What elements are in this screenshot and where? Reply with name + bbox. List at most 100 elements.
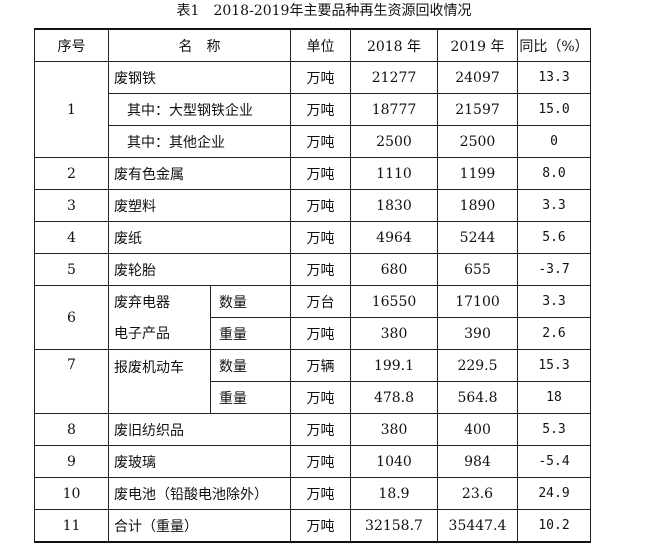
table-caption: 表1 2018-2019年主要品种再生资源回收情况	[176, 3, 472, 19]
row-name: 其中：其他企业	[108, 125, 291, 158]
table-row: 11 合计（重量） 万吨 32158.7 35447.4 10.2	[34, 509, 591, 543]
row-yoy: 18	[517, 381, 591, 414]
row-unit: 万吨	[290, 413, 351, 446]
row-yoy: 5.6	[517, 221, 591, 254]
row-yoy: 3.3	[517, 189, 591, 222]
row-no: 3	[34, 189, 109, 222]
row-subname: 重量	[210, 317, 291, 350]
row-yoy: 5.3	[517, 413, 591, 446]
row-yoy: 10.2	[517, 509, 591, 543]
header-no: 序号	[34, 28, 109, 62]
row-2019: 24097	[437, 61, 518, 94]
row-unit: 万吨	[290, 317, 351, 350]
table-row: 4 废纸 万吨 4964 5244 5.6	[34, 221, 591, 254]
row-2019: 655	[437, 253, 518, 286]
row-no: 7	[34, 349, 109, 414]
row-subname: 数量	[210, 349, 291, 382]
row-2018: 18777	[350, 93, 438, 126]
row-yoy: 2.6	[517, 317, 591, 350]
header-2018: 2018 年	[350, 28, 438, 62]
row-2019: 229.5	[437, 349, 518, 382]
row-2018: 1830	[350, 189, 438, 222]
row-name: 废电池（铅酸电池除外）	[108, 477, 291, 510]
row-no: 9	[34, 445, 109, 478]
row-no: 11	[34, 509, 109, 543]
row-2019: 35447.4	[437, 509, 518, 543]
row-2018: 1110	[350, 157, 438, 190]
row-no: 4	[34, 221, 109, 254]
row-unit: 万吨	[290, 253, 351, 286]
row-name: 合计（重量）	[108, 509, 291, 543]
table-row: 其中：其他企业 万吨 2500 2500 0	[35, 125, 591, 158]
table-row: 8 废旧纺织品 万吨 380 400 5.3	[34, 413, 591, 446]
table-row: 3 废塑料 万吨 1830 1890 3.3	[34, 189, 591, 222]
header-yoy: 同比（%）	[517, 28, 591, 62]
row-name: 其中：大型钢铁企业	[108, 93, 291, 126]
row-2018: 199.1	[350, 349, 438, 382]
row-unit: 万吨	[290, 189, 351, 222]
row-unit: 万吨	[290, 381, 351, 414]
row-2018: 18.9	[350, 477, 438, 510]
row-2019: 21597	[437, 93, 518, 126]
row-unit: 万吨	[290, 157, 351, 190]
row-no: 1	[34, 61, 109, 158]
row-yoy: 24.9	[517, 477, 591, 510]
table-row: 6 废弃电器 数量 万台 16550 17100 3.3	[34, 285, 591, 350]
row-2019: 17100	[437, 285, 518, 318]
row-yoy: -5.4	[517, 445, 591, 478]
row-no: 8	[34, 413, 109, 446]
row-unit: 万台	[290, 285, 351, 318]
row-unit: 万吨	[290, 125, 351, 158]
header-2019: 2019 年	[437, 28, 518, 62]
row-yoy: 15.0	[517, 93, 591, 126]
row-name: 废塑料	[108, 189, 291, 222]
row-no: 2	[34, 157, 109, 190]
row-name: 废旧纺织品	[108, 413, 291, 446]
row-2018: 21277	[350, 61, 438, 94]
row-name: 废纸	[108, 221, 291, 254]
row-2018: 16550	[350, 285, 438, 318]
table-row: 10 废电池（铅酸电池除外） 万吨 18.9 23.6 24.9	[34, 477, 591, 510]
row-unit: 万吨	[290, 221, 351, 254]
row-yoy: 0	[517, 125, 591, 158]
row-subname: 重量	[210, 381, 291, 414]
row-unit: 万吨	[290, 61, 351, 94]
row-2018: 380	[350, 413, 438, 446]
row-yoy: 3.3	[517, 285, 591, 318]
row-name-line1: 废弃电器	[108, 285, 211, 318]
table-row: 2 废有色金属 万吨 1110 1199 8.0	[34, 157, 591, 190]
row-2018: 32158.7	[350, 509, 438, 543]
header-unit: 单位	[290, 28, 351, 62]
table-row: 其中：大型钢铁企业 万吨 18777 21597 15.0	[35, 93, 591, 126]
table-row: 1 废钢铁 万吨 21277 24097 13.3	[34, 61, 591, 158]
table-row: 7 报废机动车 数量 万辆 199.1 229.5 15.3	[34, 349, 591, 414]
row-2018: 680	[350, 253, 438, 286]
row-name: 废钢铁	[108, 61, 291, 94]
row-unit: 万吨	[290, 445, 351, 478]
row-subname: 数量	[210, 285, 291, 318]
table-row: 9 废玻璃 万吨 1040 984 -5.4	[34, 445, 591, 478]
header-row: 序号 名 称 单位 2018 年 2019 年 同比（%）	[34, 28, 591, 62]
row-2019: 23.6	[437, 477, 518, 510]
row-2019: 984	[437, 445, 518, 478]
row-no: 6	[34, 285, 109, 350]
row-name-line2: 电子产品	[108, 317, 211, 350]
row-unit: 万吨	[290, 477, 351, 510]
row-2019: 1890	[437, 189, 518, 222]
row-yoy: 13.3	[517, 61, 591, 94]
row-2018: 4964	[350, 221, 438, 254]
row-name: 废玻璃	[108, 445, 291, 478]
row-2018: 478.8	[350, 381, 438, 414]
recycling-table: 序号 名 称 单位 2018 年 2019 年 同比（%） 1 废钢铁 万吨 2…	[34, 28, 591, 543]
row-2019: 2500	[437, 125, 518, 158]
row-no: 10	[34, 477, 109, 510]
table-row: 重量 万吨 478.8 564.8 18	[35, 381, 591, 414]
row-2019: 400	[437, 413, 518, 446]
row-name: 报废机动车	[108, 349, 211, 414]
row-2019: 5244	[437, 221, 518, 254]
row-2019: 564.8	[437, 381, 518, 414]
row-unit: 万吨	[290, 93, 351, 126]
row-2018: 1040	[350, 445, 438, 478]
row-2019: 390	[437, 317, 518, 350]
table-row: 电子产品 重量 万吨 380 390 2.6	[35, 317, 591, 350]
